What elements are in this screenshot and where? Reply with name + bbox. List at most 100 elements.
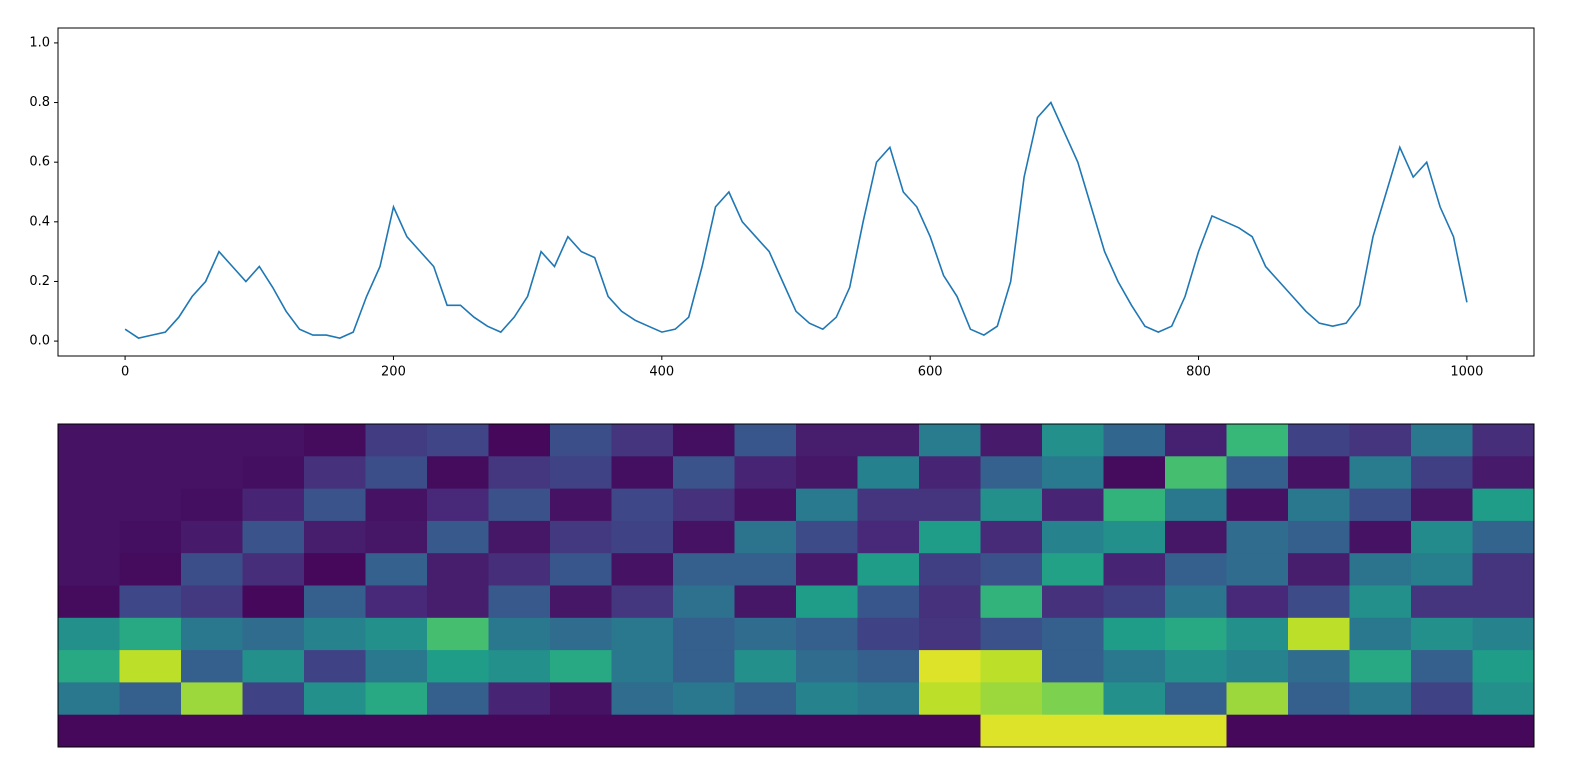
heatmap-cell bbox=[1349, 682, 1412, 716]
heatmap-cell bbox=[1042, 424, 1104, 457]
heatmap-cell bbox=[1165, 488, 1227, 522]
heatmap-cell bbox=[673, 585, 735, 619]
heatmap-cell bbox=[611, 520, 674, 554]
heatmap-cell bbox=[304, 488, 366, 522]
heatmap-cell bbox=[119, 553, 182, 586]
heatmap-cell bbox=[1103, 714, 1166, 748]
heatmap-cell bbox=[304, 553, 366, 586]
heatmap-cell bbox=[181, 617, 243, 651]
heatmap-cell bbox=[365, 585, 428, 619]
x-tick-label: 200 bbox=[381, 365, 406, 380]
heatmap-cell bbox=[181, 520, 243, 554]
y-tick-label: 0.8 bbox=[29, 95, 50, 110]
heatmap-cell bbox=[365, 520, 428, 554]
heatmap-cell bbox=[242, 585, 305, 619]
heatmap-cell bbox=[1472, 682, 1535, 716]
heatmap-cell bbox=[365, 714, 428, 748]
heatmap-cell bbox=[119, 488, 182, 522]
heatmap-cell bbox=[488, 682, 551, 716]
heatmap-cell bbox=[673, 553, 735, 586]
heatmap-cell bbox=[1103, 456, 1166, 490]
heatmap-cell bbox=[365, 682, 428, 716]
line-series bbox=[124, 101, 1468, 339]
heatmap-cell bbox=[242, 456, 305, 490]
heatmap-cell bbox=[550, 520, 612, 554]
heatmap-cell bbox=[1165, 424, 1227, 457]
x-tick-label: 0 bbox=[121, 365, 129, 380]
y-tick-label: 0.4 bbox=[29, 214, 50, 229]
heatmap-cell bbox=[488, 456, 551, 490]
heatmap-cell bbox=[1411, 553, 1473, 586]
heatmap-cell bbox=[181, 714, 243, 748]
heatmap-cell bbox=[1226, 553, 1289, 586]
heatmap-cell bbox=[919, 553, 981, 586]
heatmap-cell bbox=[1165, 682, 1227, 716]
heatmap-cell bbox=[611, 682, 674, 716]
heatmap-cell bbox=[119, 585, 182, 619]
heatmap-cell bbox=[181, 650, 243, 683]
heatmap-cell bbox=[304, 682, 366, 716]
heatmap-cell bbox=[304, 456, 366, 490]
heatmap-cell bbox=[550, 585, 612, 619]
heatmap-cell bbox=[119, 617, 182, 651]
heatmap-cell bbox=[119, 682, 182, 716]
heatmap-cell bbox=[242, 617, 305, 651]
heatmap-cell bbox=[1103, 682, 1166, 716]
heatmap-cell bbox=[919, 650, 981, 683]
heatmap-cell bbox=[611, 617, 674, 651]
heatmap-cell bbox=[488, 617, 551, 651]
heatmap-cell bbox=[1349, 488, 1412, 522]
heatmap-cell bbox=[1042, 682, 1104, 716]
heatmap-cell bbox=[1165, 714, 1227, 748]
heatmap-cell bbox=[857, 424, 920, 457]
heatmap-cell bbox=[181, 682, 243, 716]
heatmap-cell bbox=[242, 714, 305, 748]
heatmap-cell bbox=[980, 650, 1043, 683]
heatmap-cell bbox=[734, 488, 797, 522]
y-tick-label: 0.0 bbox=[29, 334, 50, 349]
heatmap-cell bbox=[1226, 617, 1289, 651]
heatmap-cell bbox=[1411, 714, 1473, 748]
heatmap-cell bbox=[1349, 617, 1412, 651]
heatmap-cell bbox=[734, 520, 797, 554]
heatmap-cell bbox=[1472, 714, 1535, 748]
heatmap-cell bbox=[427, 714, 489, 748]
heatmap-cell bbox=[919, 682, 981, 716]
heatmap-cell bbox=[427, 424, 489, 457]
heatmap-cell bbox=[734, 424, 797, 457]
heatmap-cell bbox=[304, 714, 366, 748]
heatmap-cell bbox=[734, 456, 797, 490]
heatmap-cell bbox=[58, 650, 120, 683]
heatmap-cell bbox=[673, 650, 735, 683]
heatmap-cell bbox=[673, 456, 735, 490]
heatmap-cell bbox=[1226, 456, 1289, 490]
heatmap-cell bbox=[1042, 488, 1104, 522]
heatmap-cell bbox=[1472, 585, 1535, 619]
heatmap-cell bbox=[857, 585, 920, 619]
heatmap-cell bbox=[181, 553, 243, 586]
heatmap-cell bbox=[673, 714, 735, 748]
heatmap-cell bbox=[980, 585, 1043, 619]
heatmap-cell bbox=[365, 553, 428, 586]
heatmap-cell bbox=[857, 553, 920, 586]
heatmap-cell bbox=[181, 585, 243, 619]
heatmap-cell bbox=[857, 714, 920, 748]
x-tick-label: 1000 bbox=[1450, 365, 1483, 380]
heatmap-cell bbox=[488, 553, 551, 586]
heatmap-cell bbox=[427, 682, 489, 716]
axes-frame bbox=[57, 27, 1535, 357]
heatmap-cell bbox=[673, 488, 735, 522]
heatmap-cell bbox=[1288, 682, 1350, 716]
heatmap-cell bbox=[58, 714, 120, 748]
heatmap-cell bbox=[1103, 424, 1166, 457]
heatmap-cell bbox=[1472, 617, 1535, 651]
heatmap-cell bbox=[119, 714, 182, 748]
heatmap-cell bbox=[919, 456, 981, 490]
heatmap-cell bbox=[1103, 617, 1166, 651]
heatmap-cell bbox=[673, 424, 735, 457]
heatmap-cell bbox=[365, 617, 428, 651]
heatmap-cell bbox=[857, 682, 920, 716]
heatmap-cell bbox=[1288, 456, 1350, 490]
heatmap-cell bbox=[611, 488, 674, 522]
heatmap-cell bbox=[611, 456, 674, 490]
